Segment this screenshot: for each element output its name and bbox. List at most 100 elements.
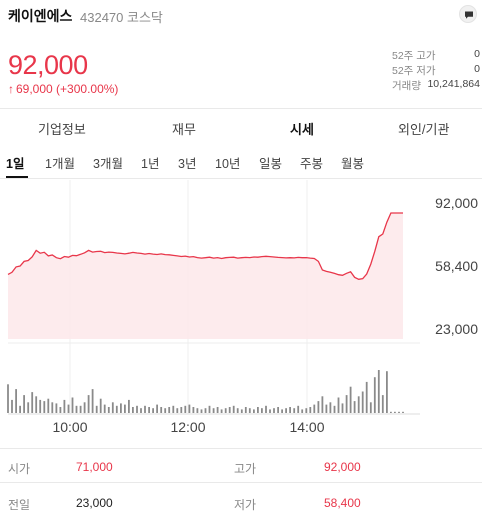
volume-bar	[156, 404, 158, 413]
volume-bar	[369, 402, 372, 414]
volume-bar	[220, 409, 223, 413]
high-label: 고가	[234, 462, 257, 476]
volume-bar	[236, 408, 239, 413]
y-tick-label: 58,400	[435, 258, 478, 274]
chat-button[interactable]	[459, 5, 477, 23]
volume-bar	[398, 411, 400, 413]
stat-label: 52주 고가	[392, 50, 436, 62]
stats-panel: 52주 고가 0 52주 저가 0 거래량 10,241,864	[392, 48, 480, 93]
period-1month[interactable]: 1개월	[45, 157, 75, 171]
price-area-fill	[8, 213, 403, 339]
stock-market: 코스닥	[127, 10, 163, 25]
volume-bar	[204, 408, 207, 413]
volume-bar	[345, 395, 348, 413]
volume-bars	[7, 370, 404, 414]
volume-bar	[293, 408, 296, 413]
period-monthly-candle[interactable]: 월봉	[341, 157, 365, 171]
volume-bar	[333, 405, 336, 413]
volume-bar	[91, 389, 94, 413]
volume-bar	[341, 403, 344, 413]
stock-code-market: 432470 코스닥	[80, 7, 163, 26]
volume-bar	[265, 405, 267, 413]
divider	[0, 482, 482, 483]
current-price: 92,000	[8, 50, 88, 80]
volume-bar	[83, 402, 86, 414]
price-info-table: 시가 71,000 고가 92,000 전일 23,000 저가 58,400	[0, 450, 482, 514]
volume-bar	[47, 398, 50, 413]
volume-bar	[373, 377, 376, 413]
volume-bar	[99, 398, 102, 413]
volume-bar	[321, 396, 324, 413]
volume-bar	[35, 396, 38, 413]
volume-bar	[192, 407, 195, 413]
divider	[0, 448, 482, 449]
period-1day[interactable]: 1일	[6, 157, 25, 171]
period-1year[interactable]: 1년	[141, 157, 160, 171]
volume-bar	[361, 391, 364, 413]
volume-bar	[144, 405, 146, 413]
stat-value: 0	[474, 63, 480, 75]
volume-bar	[176, 408, 179, 413]
period-daily-candle[interactable]: 일봉	[259, 157, 283, 171]
stat-row: 52주 고가 0	[392, 48, 480, 63]
x-tick-label: 14:00	[289, 419, 324, 435]
volume-bar	[11, 399, 13, 413]
open-label: 시가	[8, 462, 31, 476]
volume-bar	[269, 409, 271, 413]
volume-bar	[164, 408, 167, 413]
tab-financials[interactable]: 재무	[172, 122, 196, 137]
volume-bar	[23, 395, 25, 413]
volume-bar	[261, 408, 263, 413]
volume-bar	[107, 407, 110, 413]
stock-header: 케이엔에스 432470 코스닥	[0, 0, 482, 30]
stat-row: 거래량 10,241,864	[392, 78, 480, 93]
low-label: 저가	[234, 498, 257, 512]
tab-foreign-institution[interactable]: 외인/기관	[398, 122, 450, 137]
volume-bar	[377, 370, 380, 413]
volume-bar	[51, 402, 54, 414]
volume-bar	[301, 409, 304, 413]
volume-bar	[63, 399, 66, 413]
period-weekly-candle[interactable]: 주봉	[300, 157, 324, 171]
volume-bar	[132, 407, 134, 413]
period-3year[interactable]: 3년	[178, 157, 197, 171]
volume-bar	[216, 407, 219, 413]
tab-quotes[interactable]: 시세	[290, 122, 314, 137]
price-change: ↑ 69,000 (+300.00%)	[8, 82, 118, 96]
volume-bar	[240, 409, 243, 413]
volume-bar	[75, 405, 78, 413]
volume-bar	[79, 405, 82, 413]
stat-value: 0	[474, 48, 480, 60]
volume-bar	[39, 399, 42, 413]
volume-bar	[317, 401, 320, 413]
period-10year[interactable]: 10년	[215, 157, 241, 171]
volume-bar	[103, 404, 106, 413]
volume-bar	[297, 405, 300, 413]
high-value: 92,000	[324, 460, 361, 474]
volume-bar	[224, 408, 227, 413]
volume-bar	[200, 409, 203, 413]
volume-bar	[353, 401, 356, 413]
volume-bar	[248, 408, 251, 413]
volume-bar	[244, 407, 247, 413]
section-tabs: 기업정보 재무 시세 외인/기관	[0, 112, 482, 142]
x-tick-label: 12:00	[170, 419, 205, 435]
volume-bar	[140, 408, 142, 413]
period-3month[interactable]: 3개월	[93, 157, 123, 171]
volume-bar	[55, 403, 58, 413]
active-period-indicator	[6, 176, 28, 178]
period-selector: 1일 1개월 3개월 1년 3년 10년 일봉 주봉 월봉	[0, 148, 482, 178]
volume-bar	[337, 397, 340, 413]
volume-bar	[381, 395, 384, 413]
volume-bar	[357, 396, 360, 413]
volume-bar	[208, 405, 211, 413]
volume-bar	[394, 411, 396, 413]
volume-bar	[136, 405, 138, 413]
volume-bar	[184, 405, 187, 413]
volume-bar	[273, 408, 275, 413]
volume-bar	[402, 411, 404, 413]
intraday-chart[interactable]: 92,000 58,400 23,000 10:00 12:00 14:00	[0, 180, 482, 440]
tab-company-info[interactable]: 기업정보	[38, 122, 86, 137]
open-value: 71,000	[76, 460, 113, 474]
y-tick-labels: 92,000 58,400 23,000	[435, 195, 478, 337]
